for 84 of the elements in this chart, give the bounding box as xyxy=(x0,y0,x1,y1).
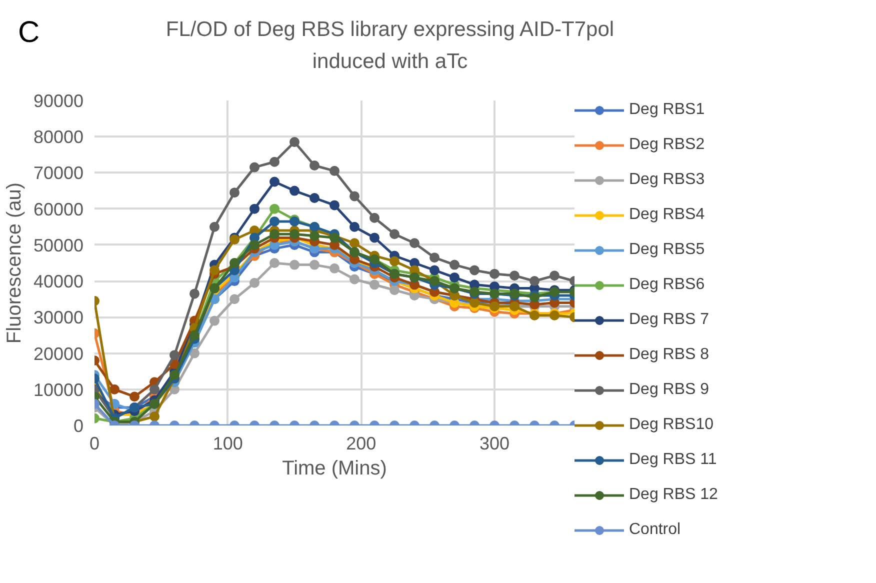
point xyxy=(210,316,220,326)
point xyxy=(170,350,180,360)
point xyxy=(210,265,220,276)
legend-label: Deg RBS10 xyxy=(629,415,714,435)
x-tick-label: 0 xyxy=(89,434,100,454)
point xyxy=(250,162,260,172)
point xyxy=(350,191,360,202)
legend-label: Deg RBS3 xyxy=(629,170,705,190)
point xyxy=(110,384,120,394)
point xyxy=(250,204,260,214)
chart-title: FL/OD of Deg RBS library expressing AID-T7pol induced with aTc xyxy=(164,17,616,75)
point xyxy=(290,137,300,148)
point xyxy=(250,240,260,250)
y-tick-label: 50000 xyxy=(33,235,84,256)
point xyxy=(550,270,560,281)
y-tick-label: 90000 xyxy=(33,91,84,111)
legend-label: Deg RBS5 xyxy=(629,240,705,260)
point xyxy=(130,392,140,402)
point xyxy=(390,285,400,296)
point xyxy=(350,274,360,284)
point xyxy=(250,278,260,288)
y-axis-title: Fluorescence (au) xyxy=(3,182,26,344)
point xyxy=(390,229,400,240)
point xyxy=(270,176,280,187)
legend-label: Deg RBS 9 xyxy=(629,380,710,400)
y-tick-label: 60000 xyxy=(33,199,84,220)
point xyxy=(290,260,300,270)
legend-label: Deg RBS2 xyxy=(629,135,705,155)
point xyxy=(230,294,240,304)
legend-label: Deg RBS4 xyxy=(629,205,705,225)
legend-label: Deg RBS 8 xyxy=(629,345,710,365)
y-tick-label: 10000 xyxy=(33,380,84,400)
point xyxy=(150,411,160,422)
legend-label: Deg RBS1 xyxy=(629,100,705,120)
point xyxy=(290,229,300,240)
point xyxy=(270,156,280,167)
point xyxy=(310,193,320,203)
point xyxy=(450,272,460,282)
point xyxy=(350,222,360,232)
point xyxy=(510,270,520,281)
point xyxy=(150,384,160,394)
y-tick-label: 70000 xyxy=(33,163,84,184)
x-tick-label: 200 xyxy=(346,434,376,454)
point xyxy=(270,229,280,240)
legend-label: Deg RBS 12 xyxy=(629,485,718,505)
point xyxy=(370,232,380,243)
point xyxy=(330,166,340,176)
y-tick-label: 40000 xyxy=(33,272,84,292)
point xyxy=(450,260,460,270)
point xyxy=(390,256,400,266)
y-tick-label: 30000 xyxy=(33,308,84,328)
point xyxy=(270,204,280,214)
legend-label: Deg RBS 11 xyxy=(629,450,717,470)
point xyxy=(270,258,280,268)
point xyxy=(430,252,440,263)
point xyxy=(210,222,220,232)
point xyxy=(330,200,340,210)
point xyxy=(430,265,440,276)
point xyxy=(270,216,280,226)
point xyxy=(310,160,320,170)
y-tick-label: 0 xyxy=(73,416,84,436)
point xyxy=(310,260,320,270)
legend-label: Deg RBS6 xyxy=(629,275,705,295)
point xyxy=(470,265,480,276)
x-tick-label: 300 xyxy=(479,434,510,454)
point xyxy=(290,186,300,196)
point xyxy=(190,348,200,358)
point xyxy=(330,263,340,274)
legend-label: Deg RBS 7 xyxy=(629,310,710,330)
point xyxy=(190,288,200,299)
point xyxy=(370,280,380,290)
x-axis-title: Time (Mins) xyxy=(282,458,387,480)
x-tick-label: 100 xyxy=(212,434,243,454)
point xyxy=(370,212,380,223)
point xyxy=(530,276,540,286)
point xyxy=(410,238,420,248)
point xyxy=(310,230,320,241)
y-tick-label: 20000 xyxy=(33,344,84,364)
point xyxy=(230,188,240,198)
point xyxy=(350,238,360,248)
y-tick-label: 80000 xyxy=(33,127,84,148)
legend-label: Control xyxy=(629,520,681,540)
point xyxy=(490,268,500,279)
text: C xyxy=(18,15,40,51)
